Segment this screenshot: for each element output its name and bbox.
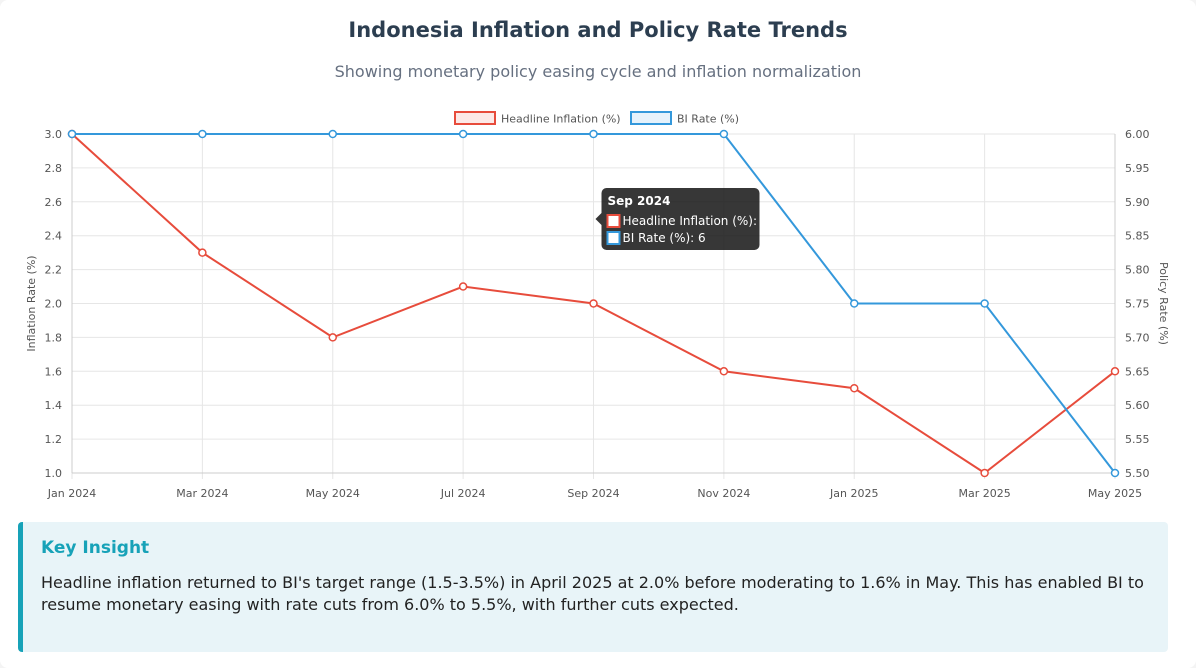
data-point-1-2[interactable] [328, 129, 337, 139]
y-right-tick-label: 5.75 [1125, 298, 1150, 311]
x-tick-label: Mar 2024 [176, 487, 228, 500]
data-point-0-4[interactable] [589, 299, 598, 308]
y-left-tick-label: 1.4 [45, 399, 63, 412]
insight-title: Key Insight [41, 538, 150, 558]
data-point-0-1[interactable] [198, 248, 207, 257]
legend-label-0: Headline Inflation (%) [501, 113, 621, 126]
y-right-tick-label: 6.00 [1125, 128, 1150, 141]
y-right-tick-label: 5.65 [1125, 365, 1150, 378]
legend-label-1: BI Rate (%) [677, 113, 739, 126]
y-left-tick-label: 1.8 [45, 331, 63, 344]
tooltip-box [601, 188, 760, 250]
tooltip-swatch-0 [606, 214, 621, 228]
y-left-tick-label: 1.6 [45, 365, 63, 378]
y-left-tick-label: 1.0 [45, 467, 63, 480]
data-point-0-8[interactable] [1110, 367, 1120, 376]
legend-swatch-0[interactable] [454, 111, 496, 125]
data-point-0-3[interactable] [458, 282, 468, 291]
x-tick-label: Sep 2024 [567, 487, 619, 500]
data-point-1-6[interactable] [850, 299, 859, 308]
x-tick-label: Nov 2024 [697, 487, 750, 500]
data-point-0-5[interactable] [719, 367, 729, 376]
y-left-tick-label: 3.0 [45, 128, 63, 141]
x-tick-label: Mar 2025 [959, 487, 1011, 500]
y-left-tick-label: 2.4 [45, 230, 63, 243]
data-point-1-4[interactable] [589, 129, 598, 139]
y-right-tick-label: 5.80 [1125, 264, 1150, 277]
data-point-0-2[interactable] [328, 333, 337, 342]
data-point-1-1[interactable] [198, 129, 207, 139]
tooltip-line-0: Headline Inflation (%): 2 [623, 214, 769, 228]
y-right-tick-label: 5.95 [1125, 162, 1150, 175]
data-point-1-8[interactable] [1110, 468, 1120, 478]
data-point-0-6[interactable] [850, 384, 859, 393]
y-right-tick-label: 5.90 [1125, 196, 1150, 209]
y-left-axis-title: Inflation Rate (%) [25, 255, 38, 351]
y-right-axis-title: Policy Rate (%) [1157, 262, 1170, 345]
page-title: Indonesia Inflation and Policy Rate Tren… [348, 18, 848, 42]
line-chart[interactable]: 1.0 5.50 1.2 5.55 1.4 5.60 1.6 5.65 1.8 5.70 2.0 5.… [0, 0, 1196, 515]
y-right-tick-label: 5.85 [1125, 230, 1150, 243]
tooltip-caret [595, 213, 602, 225]
y-left-tick-label: 1.2 [45, 433, 63, 446]
y-left-tick-label: 2.8 [45, 162, 63, 175]
y-left-tick-label: 2.6 [45, 196, 63, 209]
tooltip-swatch-1 [606, 231, 621, 245]
x-tick-label: May 2025 [1088, 487, 1142, 500]
x-tick-label: Jul 2024 [440, 487, 486, 500]
legend-swatch-1[interactable] [630, 111, 672, 125]
key-insight-panel: Key Insight Headline inflation returned … [18, 522, 1168, 652]
x-tick-label: Jan 2024 [47, 487, 96, 500]
y-right-tick-label: 5.60 [1125, 399, 1150, 412]
y-right-tick-label: 5.70 [1125, 331, 1150, 344]
y-left-tick-label: 2.0 [45, 298, 63, 311]
data-point-1-0[interactable] [67, 129, 77, 139]
data-point-1-5[interactable] [719, 129, 729, 139]
y-left-tick-label: 2.2 [45, 264, 63, 277]
tooltip-title: Sep 2024 [608, 194, 671, 208]
data-point-0-7[interactable] [980, 468, 989, 478]
x-tick-label: May 2024 [306, 487, 360, 500]
insight-text: Headline inflation returned to BI's targ… [41, 573, 1144, 614]
data-point-1-7[interactable] [980, 299, 989, 308]
data-point-1-3[interactable] [458, 129, 468, 139]
page-subtitle: Showing monetary policy easing cycle and… [334, 62, 862, 81]
y-right-tick-label: 5.50 [1125, 467, 1150, 480]
x-tick-label: Jan 2025 [829, 487, 878, 500]
tooltip-line-1: BI Rate (%): 6 [623, 231, 706, 245]
y-right-tick-label: 5.55 [1125, 433, 1150, 446]
